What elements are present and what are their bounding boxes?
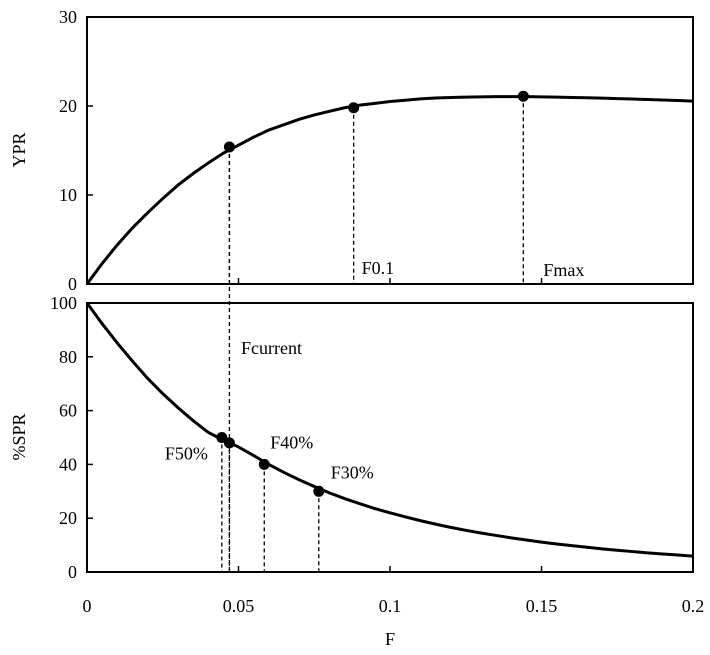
spr-y-tick-label: 0 [68,562,77,582]
ypr-y-tick-label: 0 [68,274,77,294]
guide-lines [221,96,524,572]
spr-point [313,485,325,497]
ypr-point [348,102,360,114]
ypr-axis-label: YPR [9,132,29,167]
spr-point [258,458,270,470]
ypr-point [223,141,235,153]
spr-point [223,437,235,449]
labels: YPR %SPR F Fcurrent F0.1 Fmax F50% F40% F30%… [9,7,704,649]
x-tick-label: 0.15 [526,596,558,616]
x-axis-label: F [385,629,395,649]
spr-axis-label: %SPR [9,413,29,460]
fcurrent-label: Fcurrent [241,338,302,358]
ypr-curve [85,95,694,285]
spr-y-tick-label: 20 [59,508,77,528]
marker-points [216,90,529,497]
spr-y-tick-label: 80 [59,347,77,367]
spr-curve [85,302,694,558]
x-tick-label: 0.05 [223,596,255,616]
axis-ticks [86,16,694,573]
curves [85,95,694,558]
spr-y-tick-label: 40 [59,454,77,474]
x-tick-label: 0.2 [682,596,705,616]
ypr-y-tick-label: 10 [59,185,77,205]
ypr-y-tick-label: 20 [59,96,77,116]
f40-label: F40% [270,432,313,452]
f01-label: F0.1 [362,258,395,278]
x-tick-label: 0.1 [379,596,402,616]
ypr-point [517,90,529,102]
f50-label: F50% [165,444,208,464]
fmax-label: Fmax [543,260,584,280]
x-tick-label: 0 [83,596,92,616]
f30-label: F30% [331,462,374,482]
spr-y-tick-label: 60 [59,401,77,421]
spr-y-tick-label: 100 [50,293,77,313]
spr-plot-frame [86,302,694,573]
ypr-plot-frame [86,16,694,285]
ypr-y-tick-label: 30 [59,7,77,27]
